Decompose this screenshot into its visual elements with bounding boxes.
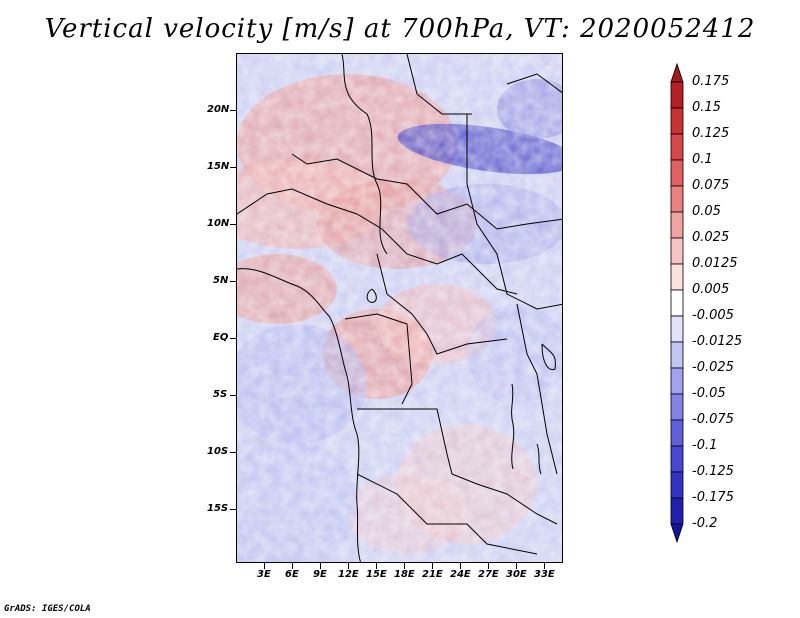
- lon-tick: [488, 563, 489, 569]
- colorbar-box: [670, 263, 684, 291]
- lat-label: 15N: [207, 161, 230, 172]
- lon-label: 33E: [534, 569, 555, 580]
- lon-label: 15E: [366, 569, 387, 580]
- colorbar-level-label: 0.075: [692, 178, 730, 193]
- colorbar-box: [670, 341, 684, 369]
- credit-text: GrADS: IGES/COLA: [4, 604, 91, 614]
- colorbar-level-label: -0.1: [692, 438, 718, 453]
- colorbar-box: [670, 419, 684, 447]
- lon-label: 6E: [285, 569, 299, 580]
- lat-tick: [230, 509, 236, 510]
- colorbar-level-label: 0.0125: [692, 256, 738, 271]
- colorbar-box: [670, 211, 684, 239]
- lon-label: 21E: [422, 569, 443, 580]
- lat-tick: [230, 224, 236, 225]
- lat-tick: [230, 281, 236, 282]
- colorbar-box: [670, 393, 684, 421]
- colorbar: [670, 62, 684, 544]
- colorbar-box: [670, 133, 684, 161]
- colorbar-box: [670, 107, 684, 135]
- lon-label: 9E: [313, 569, 327, 580]
- colorbar-box: [670, 237, 684, 265]
- colorbar-level-label: -0.125: [692, 464, 734, 479]
- lon-tick: [516, 563, 517, 569]
- lon-label: 30E: [506, 569, 527, 580]
- colorbar-level-label: -0.2: [692, 516, 718, 531]
- lat-label: 10N: [207, 218, 230, 229]
- lon-tick: [348, 563, 349, 569]
- lon-tick: [320, 563, 321, 569]
- colorbar-box: [670, 315, 684, 343]
- colorbar-level-label: -0.05: [692, 386, 726, 401]
- colorbar-level-label: 0.05: [692, 204, 721, 219]
- lat-label: 5S: [213, 389, 228, 400]
- colorbar-level-label: 0.15: [692, 100, 721, 115]
- colorbar-level-label: -0.005: [692, 308, 734, 323]
- colorbar-box: [670, 497, 684, 525]
- colorbar-min-arrow: [670, 523, 684, 544]
- lon-label: 12E: [338, 569, 359, 580]
- lat-label: 5N: [213, 275, 229, 286]
- lon-tick: [460, 563, 461, 569]
- lon-tick: [432, 563, 433, 569]
- colorbar-level-label: 0.125: [692, 126, 730, 141]
- colorbar-box: [670, 185, 684, 213]
- colorbar-level-label: -0.0125: [692, 334, 743, 349]
- colorbar-level-label: 0.005: [692, 282, 730, 297]
- lon-tick: [376, 563, 377, 569]
- lat-tick: [230, 110, 236, 111]
- colorbar-level-label: 0.175: [692, 74, 730, 89]
- map-field: [237, 54, 562, 562]
- colorbar-box: [670, 159, 684, 187]
- lat-tick: [230, 338, 236, 339]
- lat-tick: [230, 452, 236, 453]
- lon-label: 27E: [478, 569, 499, 580]
- lakes: [366, 288, 556, 475]
- velocity-map: [236, 53, 563, 563]
- lat-label: 15S: [207, 503, 229, 514]
- colorbar-max-arrow: [670, 62, 684, 83]
- colorbar-box: [670, 367, 684, 395]
- chart-title: Vertical velocity [m/s] at 700hPa, VT: 2…: [44, 14, 756, 44]
- colorbar-box: [670, 471, 684, 499]
- colorbar-level-label: 0.025: [692, 230, 730, 245]
- lon-tick: [404, 563, 405, 569]
- colorbar-level-label: -0.075: [692, 412, 734, 427]
- lat-label: 20N: [207, 104, 230, 115]
- lat-label: 10S: [207, 446, 229, 457]
- lat-tick: [230, 395, 236, 396]
- lat-tick: [230, 167, 236, 168]
- lon-label: 3E: [257, 569, 271, 580]
- colorbar-level-label: -0.175: [692, 490, 734, 505]
- lon-label: 18E: [394, 569, 415, 580]
- colorbar-level-label: -0.025: [692, 360, 734, 375]
- lon-tick: [544, 563, 545, 569]
- colorbar-box: [670, 289, 684, 317]
- colorbar-level-label: 0.1: [692, 152, 713, 167]
- lat-label: EQ: [213, 332, 229, 343]
- colorbar-box: [670, 81, 684, 109]
- lon-label: 24E: [450, 569, 471, 580]
- lon-tick: [264, 563, 265, 569]
- country-borders: [237, 54, 562, 562]
- colorbar-box: [670, 445, 684, 473]
- lon-tick: [292, 563, 293, 569]
